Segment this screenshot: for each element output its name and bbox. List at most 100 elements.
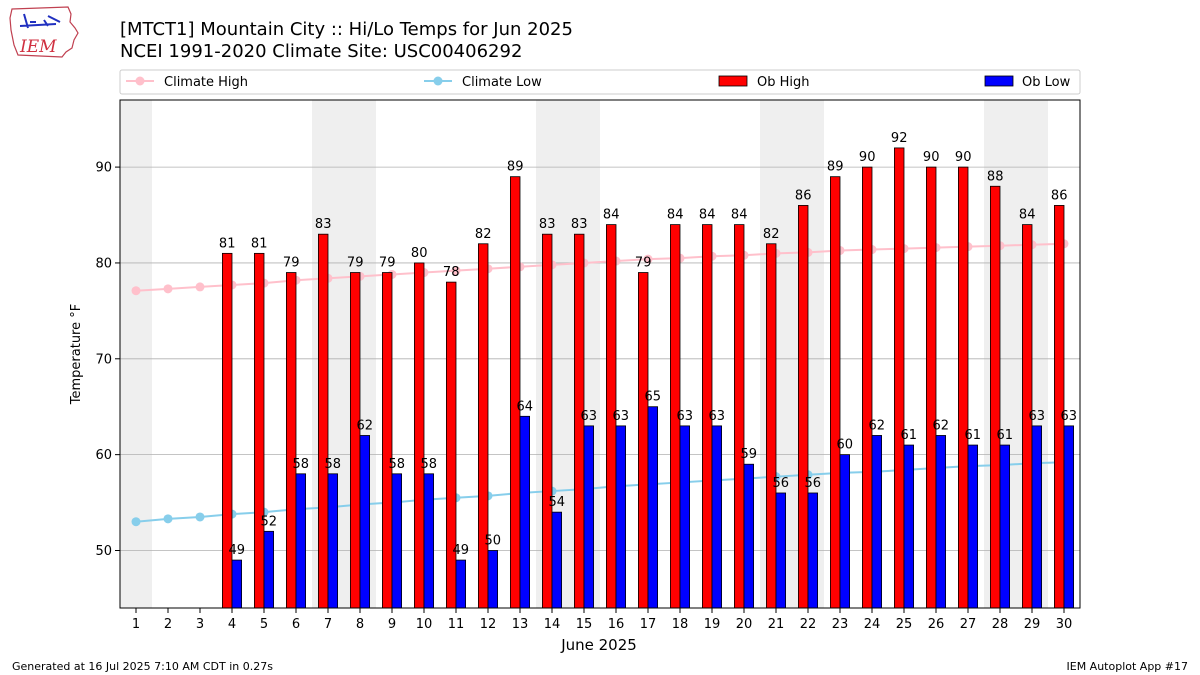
x-tick-label-30: 30 <box>1056 617 1073 632</box>
climate-high-point-day-2 <box>163 284 173 294</box>
x-tick-label-5: 5 <box>260 617 268 632</box>
bar-labels: 81 81 79 83 79 79 80 78 82 89 83 83 84 79 84 84 84 82 86 89… <box>219 131 1077 558</box>
x-tick-label-7: 7 <box>324 617 332 632</box>
ob-high-label-day-5: 81 <box>251 236 268 251</box>
x-tick-label-8: 8 <box>356 617 364 632</box>
ob-high-label-day-22: 86 <box>795 188 812 203</box>
ob-high-bar-day-9 <box>381 272 393 609</box>
ob-low-bar-day-15 <box>583 425 595 609</box>
x-tick-label-15: 15 <box>576 617 593 632</box>
x-tick-label-29: 29 <box>1024 617 1041 632</box>
x-tick-label-18: 18 <box>672 617 689 632</box>
y-tick-label-80: 80 <box>95 256 112 271</box>
ob-low-label-day-13: 64 <box>517 399 534 414</box>
ob-high-label-day-16: 84 <box>603 208 620 223</box>
legend-item-climate-high[interactable]: Climate High <box>126 75 248 90</box>
ob-low-label-day-23: 60 <box>837 438 854 453</box>
ob-high-label-day-7: 83 <box>315 217 332 232</box>
x-tick-label-28: 28 <box>992 617 1009 632</box>
ob-high-label-day-25: 92 <box>891 131 908 146</box>
x-tick-label-3: 3 <box>196 617 204 632</box>
chart-subtitle: NCEI 1991-2020 Climate Site: USC00406292 <box>120 41 522 62</box>
ob-high-bar-day-21 <box>766 243 777 609</box>
ob-high-bar-day-27 <box>958 166 969 609</box>
ob-high-label-day-23: 89 <box>827 160 844 175</box>
ob-low-label-day-7: 58 <box>325 457 342 472</box>
ob-high-bar-day-6 <box>285 272 297 609</box>
ob-low-bar-day-28 <box>999 444 1011 609</box>
ob-low-bar-day-19 <box>711 425 723 609</box>
ob-high-label-day-17: 79 <box>635 256 652 271</box>
ob-high-label-day-24: 90 <box>859 150 876 165</box>
x-tick-label-16: 16 <box>608 617 625 632</box>
legend-item-ob-high[interactable]: Ob High <box>718 75 810 90</box>
legend: Climate High Climate Low Ob High Ob Low <box>119 69 1081 95</box>
climate-high-point-day-3 <box>195 282 205 292</box>
ob-low-bar-day-11 <box>455 559 467 609</box>
ob-low-bar-day-6 <box>295 473 307 609</box>
ob-low-label-day-22: 56 <box>805 476 822 491</box>
ob-high-label-day-12: 82 <box>475 227 492 242</box>
legend-item-climate-low[interactable]: Climate Low <box>424 75 542 90</box>
climate-high-point-day-17 <box>643 254 653 264</box>
ob-high-label-day-15: 83 <box>571 217 588 232</box>
ob-high-label-day-9: 79 <box>379 256 396 271</box>
ob-low-bar-day-21 <box>775 492 787 609</box>
ob-low-bar-day-23 <box>839 454 851 609</box>
ob-high-bar-day-20 <box>734 224 745 609</box>
ob-low-label-day-25: 61 <box>901 428 918 443</box>
ob-high-label-day-14: 83 <box>539 217 556 232</box>
y-axis-label: Temperature °F <box>69 304 84 405</box>
ob-low-bar-day-8 <box>359 435 371 609</box>
weekend-band-day-1 <box>120 100 152 608</box>
ob-low-label-day-6: 58 <box>293 457 310 472</box>
x-tick-label-2: 2 <box>164 617 172 632</box>
ob-high-label-day-29: 84 <box>1019 208 1036 223</box>
ob-high-bar-day-5 <box>253 252 265 609</box>
ob-high-bar-day-10 <box>413 262 425 609</box>
ob-low-bar-day-10 <box>423 473 435 609</box>
x-tick-label-21: 21 <box>768 617 785 632</box>
x-tick-label-9: 9 <box>388 617 396 632</box>
ob-low-bar-day-12 <box>487 550 499 609</box>
y-tick-label-60: 60 <box>95 448 112 463</box>
y-axis: 50 60 70 80 90 <box>95 161 120 559</box>
ob-high-label-day-19: 84 <box>699 208 716 223</box>
footer-generated: Generated at 16 Jul 2025 7:10 AM CDT in … <box>12 660 273 673</box>
ob-low-label-day-15: 63 <box>581 409 598 424</box>
ob-low-label-day-26: 62 <box>933 418 950 433</box>
weather-station-icon <box>19 13 61 29</box>
ob-high-label-day-6: 79 <box>283 256 300 271</box>
x-tick-label-26: 26 <box>928 617 945 632</box>
legend-item-ob-low[interactable]: Ob Low <box>984 75 1071 90</box>
ob-low-bar-day-18 <box>679 425 691 609</box>
legend-label-climate-high: Climate High <box>164 75 248 90</box>
plot-frame <box>119 99 1081 609</box>
ob-low-bar-day-29 <box>1031 425 1043 609</box>
ob-low-label-day-9: 58 <box>389 457 406 472</box>
x-tick-label-20: 20 <box>736 617 753 632</box>
x-tick-label-6: 6 <box>292 617 300 632</box>
y-tick-label-70: 70 <box>95 352 112 367</box>
bars <box>221 147 1075 609</box>
x-tick-label-24: 24 <box>864 617 881 632</box>
chart-title: [MTCT1] Mountain City :: Hi/Lo Temps for… <box>120 19 573 40</box>
ob-high-bar-day-8 <box>349 272 361 609</box>
climate-low-point-day-3 <box>195 512 205 522</box>
x-tick-label-23: 23 <box>832 617 849 632</box>
ob-high-label-day-28: 88 <box>987 169 1004 184</box>
ob-high-label-day-10: 80 <box>411 246 428 261</box>
ob-high-bar-day-23 <box>830 176 841 609</box>
ob-high-label-day-13: 89 <box>507 160 524 175</box>
ob-high-bar-day-17 <box>638 272 649 609</box>
iem-logo[interactable]: IEM <box>9 6 79 58</box>
climate-high-point-day-1 <box>131 286 141 296</box>
ob-high-bar-day-26 <box>926 166 937 609</box>
ob-low-label-day-29: 63 <box>1029 409 1046 424</box>
ob-low-label-day-10: 58 <box>421 457 438 472</box>
ob-high-bar-day-14 <box>542 233 553 609</box>
x-tick-label-17: 17 <box>640 617 657 632</box>
ob-low-label-day-14: 54 <box>549 495 566 510</box>
y-tick-label-90: 90 <box>95 161 112 176</box>
y-tick-label-50: 50 <box>95 544 112 559</box>
